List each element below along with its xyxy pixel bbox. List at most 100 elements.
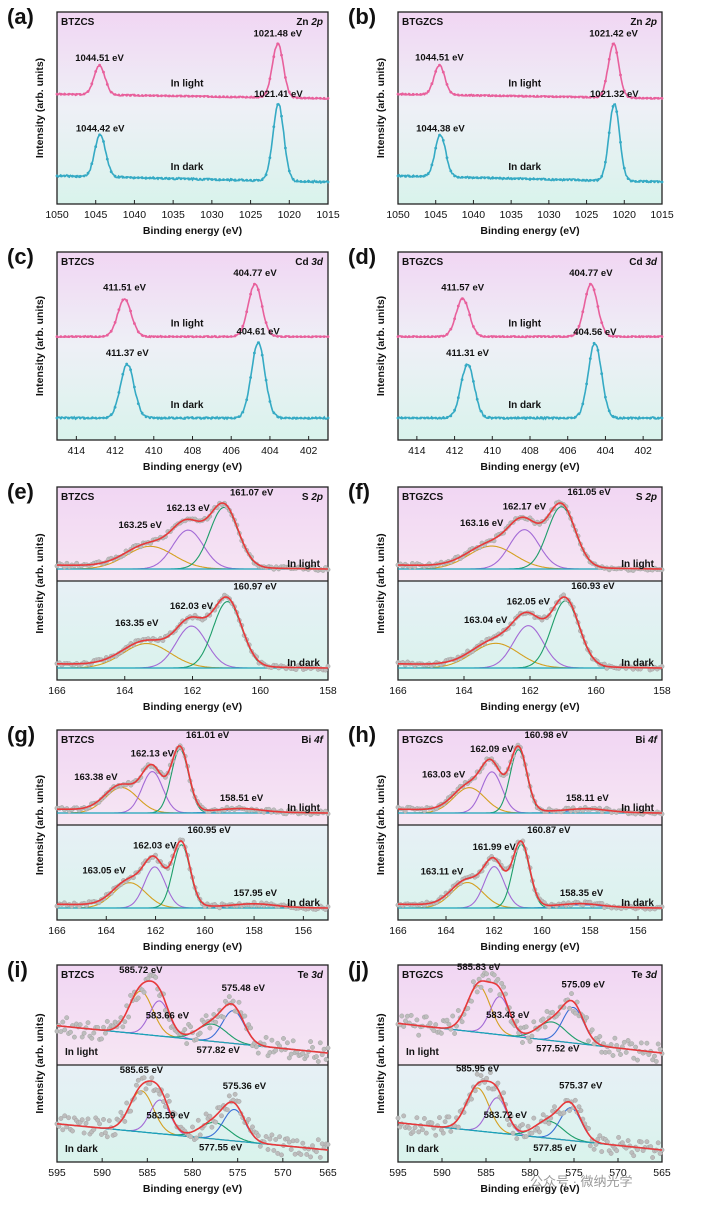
spectrum-marker xyxy=(136,402,140,405)
spectrum-marker xyxy=(160,94,163,98)
raw-data-point xyxy=(304,1152,310,1157)
peak-label: 161.05 eV xyxy=(567,487,611,498)
spectrum-marker xyxy=(264,378,268,382)
spectrum-marker xyxy=(284,416,287,420)
spectrum-marker xyxy=(626,177,630,181)
spectrum-marker xyxy=(71,335,74,338)
spectrum-marker xyxy=(490,176,494,180)
series-in-light: 585.83 eV 583.43 eV 577.52 eV 575.09 eV In l… xyxy=(395,962,665,1064)
raw-data-point xyxy=(587,1143,593,1149)
sample-name: BTGZCS xyxy=(402,257,443,268)
sample-name: BTZCS xyxy=(61,17,95,28)
spectrum-marker xyxy=(483,414,487,418)
raw-data-point xyxy=(469,998,474,1004)
condition-label: In dark xyxy=(171,162,204,173)
spectrum-marker xyxy=(449,90,453,94)
peak-label: 411.37 eV xyxy=(106,348,149,359)
spectrum-marker xyxy=(577,412,581,416)
spectrum-marker xyxy=(634,416,637,420)
spectrum-marker xyxy=(396,92,400,96)
spectrum-marker xyxy=(513,335,517,338)
spectrum-marker xyxy=(318,180,322,184)
spectrum-marker xyxy=(611,105,615,108)
spectrum-marker xyxy=(307,180,310,184)
raw-data-point xyxy=(514,1018,520,1024)
series-in-dark: 163.11 eV 161.99 eV 160.87 eV 158.35 eV In d… xyxy=(395,825,665,912)
x-axis-label: Binding energy (eV) xyxy=(143,1183,242,1195)
sample-name: BTZCS xyxy=(61,492,95,503)
spectrum-marker xyxy=(218,95,222,99)
spectrum-marker xyxy=(272,411,276,415)
spectrum-marker xyxy=(630,179,634,183)
spectrum-marker xyxy=(543,335,547,338)
raw-data-point xyxy=(143,1086,149,1092)
spectrum-marker xyxy=(311,96,314,100)
raw-data-point xyxy=(569,991,574,996)
spectrum-marker xyxy=(152,335,156,338)
spectrum-marker xyxy=(517,177,521,181)
element-title: Bi 4f xyxy=(301,735,324,746)
spectrum-marker xyxy=(483,335,487,338)
spectrum-marker xyxy=(562,178,566,182)
spectrum-marker xyxy=(276,335,280,338)
peak-label: 575.37 eV xyxy=(559,1081,603,1092)
spectrum-marker xyxy=(148,335,152,338)
peak-label: 411.31 eV xyxy=(446,348,489,359)
spectrum-marker xyxy=(113,174,117,178)
spectrum-marker xyxy=(260,305,264,308)
peak-label: 158.11 eV xyxy=(566,793,609,804)
raw-data-point xyxy=(567,1005,572,1011)
spectrum-marker xyxy=(195,416,198,420)
condition-label: In light xyxy=(621,559,654,570)
spectrum-marker xyxy=(222,178,225,182)
raw-data-point xyxy=(618,1052,623,1057)
spectrum-marker xyxy=(453,317,456,321)
spectrum-marker xyxy=(539,416,543,420)
raw-data-point xyxy=(60,1019,66,1025)
spectrum-marker xyxy=(615,416,619,420)
raw-data-point xyxy=(535,1125,540,1131)
spectrum-marker xyxy=(144,415,148,419)
spectrum-marker xyxy=(245,95,249,99)
raw-data-point xyxy=(141,1075,147,1081)
spectrum-marker xyxy=(67,335,70,338)
raw-data-point xyxy=(317,1155,323,1160)
spectrum-marker xyxy=(490,416,494,420)
y-axis-label: Intensity (arb. units) xyxy=(34,1013,46,1113)
spectrum-marker xyxy=(249,376,253,379)
x-tick-label: 1015 xyxy=(316,209,340,221)
spectrum-marker xyxy=(438,133,441,137)
spectrum-marker xyxy=(67,174,70,178)
spectrum-marker xyxy=(521,94,524,98)
spectrum-marker xyxy=(415,416,419,420)
raw-data-point xyxy=(317,1040,323,1046)
spectrum-marker xyxy=(264,321,268,324)
peak-label: 163.11 eV xyxy=(421,867,464,878)
peak-label: 583.72 eV xyxy=(484,1110,528,1121)
spectrum-marker xyxy=(284,76,287,79)
spectrum-marker xyxy=(566,95,570,99)
spectrum-marker xyxy=(295,179,299,183)
raw-data-point xyxy=(213,1019,219,1025)
x-tick-label: 162 xyxy=(521,685,539,697)
spectrum-marker xyxy=(649,96,653,100)
spectrum-marker xyxy=(117,391,121,394)
peak-label: 575.09 eV xyxy=(562,980,606,991)
orbital-label: 4f xyxy=(313,735,325,746)
spectrum-marker xyxy=(264,173,268,177)
spectrum-marker xyxy=(171,177,175,180)
spectrum-marker xyxy=(59,174,63,178)
spectrum-marker xyxy=(577,324,581,328)
plot-frame xyxy=(56,11,329,205)
raw-data-point xyxy=(423,1014,429,1020)
spectrum-marker xyxy=(487,94,490,97)
raw-data-point xyxy=(253,1044,259,1050)
raw-data-point xyxy=(401,1024,407,1029)
spectrum-marker xyxy=(483,176,487,180)
spectrum-marker xyxy=(585,292,588,296)
raw-data-point xyxy=(552,1104,557,1110)
peak-label: 585.72 eV xyxy=(119,965,163,976)
spectrum-marker xyxy=(502,416,505,420)
spectrum-marker xyxy=(78,416,82,420)
spectrum-marker xyxy=(449,169,453,173)
